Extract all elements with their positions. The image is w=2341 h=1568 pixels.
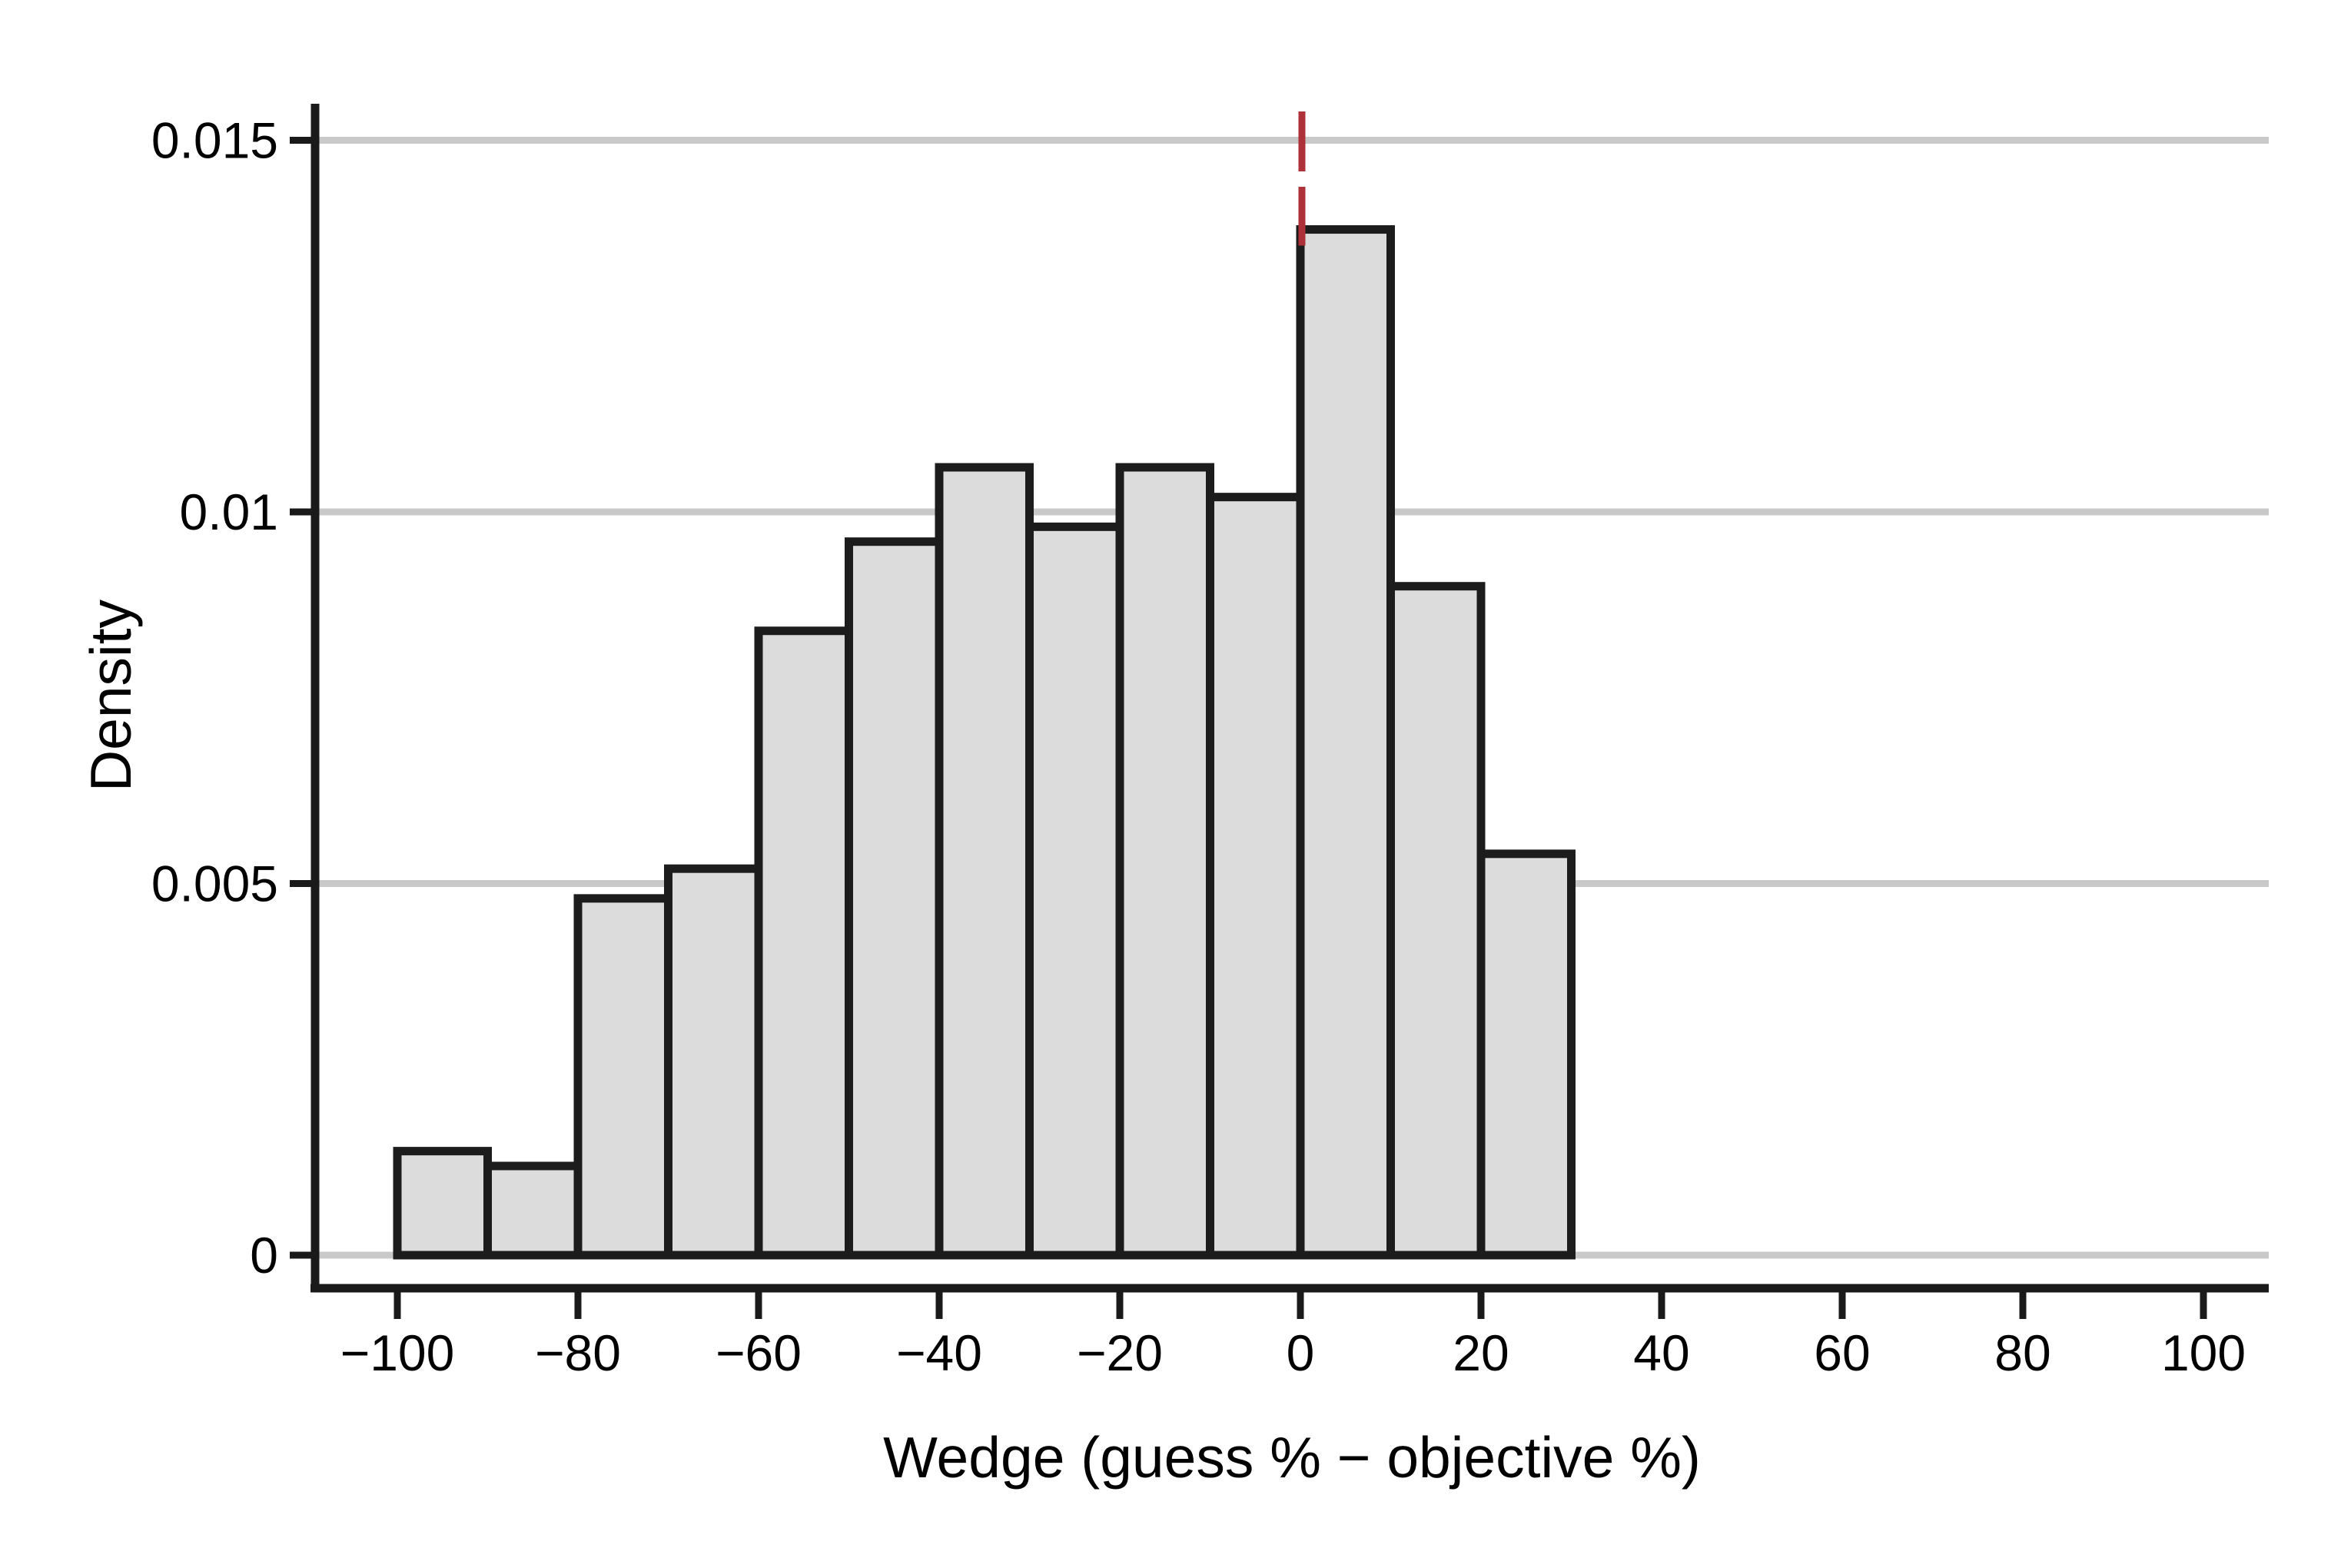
x-axis-title: Wedge (guess % − objective %) — [883, 1425, 1701, 1490]
histogram-bar — [1206, 493, 1305, 1260]
tick-labels: −100 −80 −60 −40 −20 0 20 40 60 80 100 0 0.005 0.01 0.… — [151, 112, 2246, 1382]
x-tick-label: 0 — [1287, 1324, 1315, 1381]
histogram-bar — [483, 1161, 583, 1260]
x-tick-label: 60 — [1814, 1324, 1870, 1381]
x-tick-label: −80 — [535, 1324, 621, 1381]
histogram-bar — [664, 864, 763, 1260]
histogram-bar — [1296, 225, 1395, 1260]
y-tick-label: 0.01 — [180, 483, 278, 540]
histogram-bar — [1115, 463, 1214, 1260]
histogram-bar — [935, 463, 1034, 1260]
axes — [310, 104, 2269, 1293]
histogram-bar — [1386, 582, 1486, 1260]
x-tick-label: −60 — [716, 1324, 802, 1381]
histogram-bar — [393, 1147, 492, 1260]
x-tick-label: 40 — [1633, 1324, 1689, 1381]
x-tick-label: 20 — [1453, 1324, 1509, 1381]
histogram-bar — [1476, 849, 1576, 1260]
y-axis-ticks — [290, 137, 311, 1259]
x-tick-label: 100 — [2161, 1324, 2246, 1381]
x-tick-label: −100 — [340, 1324, 455, 1381]
histogram-bar — [573, 894, 672, 1260]
histogram-bars — [393, 225, 1576, 1260]
histogram-bar — [754, 626, 853, 1260]
x-tick-label: −20 — [1077, 1324, 1163, 1381]
y-axis-title: Density — [78, 599, 143, 792]
histogram-bar — [1025, 522, 1124, 1260]
x-axis-ticks — [393, 1292, 2207, 1319]
y-tick-label: 0.005 — [151, 855, 278, 912]
y-tick-label: 0 — [250, 1227, 278, 1284]
y-tick-label: 0.015 — [151, 112, 278, 169]
x-tick-label: 80 — [1994, 1324, 2050, 1381]
histogram-bar — [845, 537, 944, 1260]
x-tick-label: −40 — [896, 1324, 982, 1381]
